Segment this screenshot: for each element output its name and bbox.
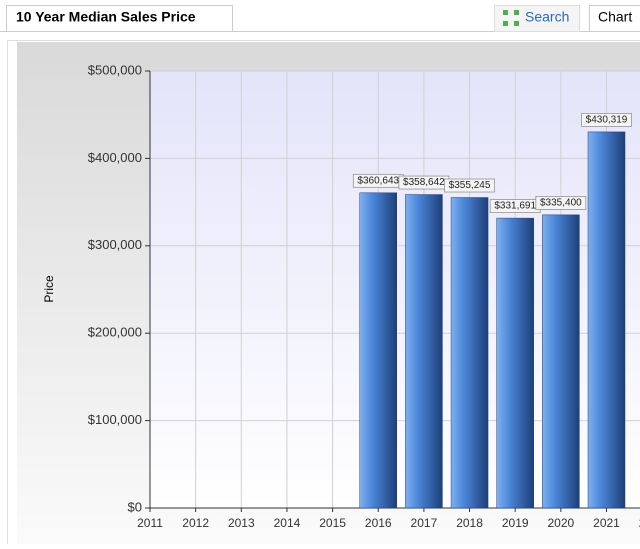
bar bbox=[542, 215, 579, 508]
value-label: $355,245 bbox=[449, 180, 491, 191]
value-label: $430,319 bbox=[586, 115, 628, 126]
y-tick-label: $400,000 bbox=[88, 150, 142, 165]
y-tick-label: $200,000 bbox=[88, 325, 142, 340]
bar bbox=[451, 198, 488, 508]
x-tick-label: 2020 bbox=[547, 516, 574, 530]
y-tick-label: $500,000 bbox=[88, 62, 142, 77]
chart-label: Chart bbox=[598, 9, 632, 25]
y-axis-title: Price bbox=[42, 275, 56, 303]
search-label: Search bbox=[525, 9, 569, 25]
bar bbox=[588, 132, 625, 508]
tab-title: 10 Year Median Sales Price bbox=[16, 9, 196, 25]
x-tick-label: 2014 bbox=[274, 516, 301, 530]
bar bbox=[405, 195, 442, 508]
y-tick-label: $100,000 bbox=[88, 412, 142, 427]
x-tick-label: 2019 bbox=[502, 516, 529, 530]
x-tick-label: 2011 bbox=[137, 516, 163, 530]
x-tick-label: 2016 bbox=[365, 516, 392, 530]
y-tick-label: $300,000 bbox=[88, 237, 142, 252]
bar bbox=[497, 218, 534, 508]
x-tick-label: 2013 bbox=[228, 516, 255, 530]
bar bbox=[360, 193, 397, 508]
x-tick-label: 2012 bbox=[182, 516, 209, 530]
x-tick-label: 2021 bbox=[593, 516, 620, 530]
x-tick-label: 2018 bbox=[456, 516, 483, 530]
value-label: $331,691 bbox=[494, 201, 536, 212]
value-label: $358,642 bbox=[403, 177, 445, 188]
x-tick-label: 2017 bbox=[411, 516, 438, 530]
value-label: $335,400 bbox=[540, 198, 582, 209]
value-label: $360,643 bbox=[357, 175, 399, 186]
x-tick-label: 2015 bbox=[319, 516, 346, 530]
y-tick-label: $0 bbox=[128, 499, 142, 514]
